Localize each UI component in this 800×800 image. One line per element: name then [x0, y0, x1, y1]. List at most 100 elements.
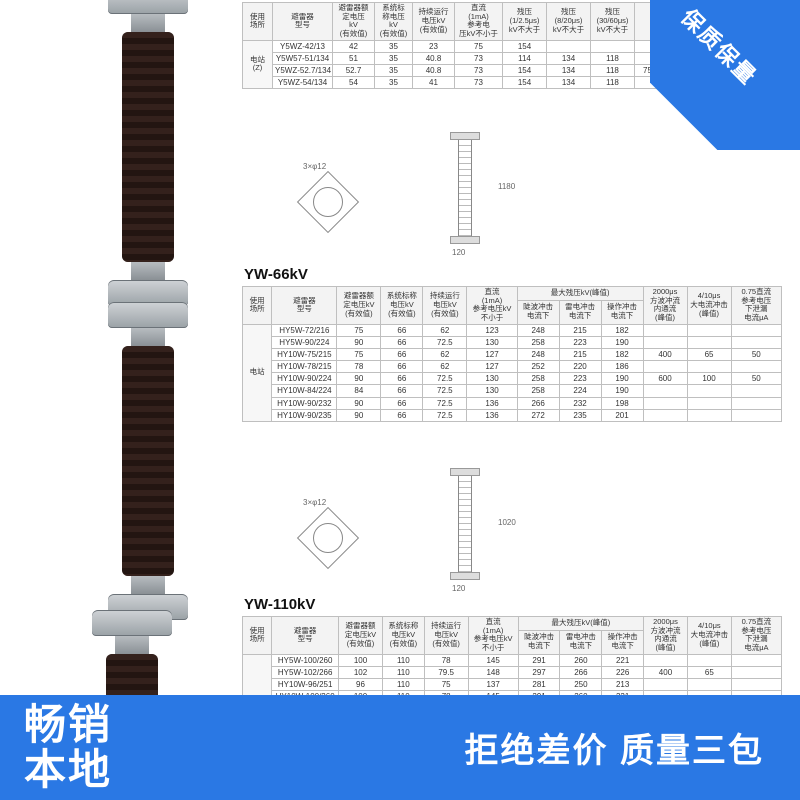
t2-r1c4: 130: [467, 336, 517, 348]
t2-r7c3: 72.5: [423, 409, 467, 421]
content-area: 使用场所避雷器型号避雷器额定电压kV(有效值)系统标称电压kV(有效值)持续运行…: [0, 0, 800, 800]
t2-h-grp: 最大残压kV(峰值): [517, 287, 643, 301]
t3-r0c10: [731, 654, 781, 666]
t1-r3c3: 41: [413, 77, 455, 89]
t2-r3c4: 127: [467, 361, 517, 373]
t1-r3c6: 134: [547, 77, 591, 89]
banner-right: 拒绝差价 质量三包: [465, 723, 764, 772]
t3-h9: 2000μs方波冲流内通流(峰值): [644, 617, 688, 655]
t2-h11: 0.75直流参考电压下泄漏电流μA: [731, 287, 781, 325]
t1-h10: [661, 3, 687, 41]
t2-r1c8: [643, 336, 687, 348]
section3-title: YW-110kV: [244, 596, 315, 613]
t2-r3c8: [643, 361, 687, 373]
t2-h2: 避雷器额定电压kV(有效值): [337, 287, 381, 325]
t1-r0c8: [635, 40, 661, 52]
t1-r0c5: 154: [503, 40, 547, 52]
t2-h4: 持续运行电压kV(有效值): [423, 287, 467, 325]
t1-r2c8: 75: [635, 64, 661, 76]
t1-r3c2: 35: [375, 77, 413, 89]
t2-r7c2: 66: [381, 409, 423, 421]
t2-r1c2: 66: [381, 336, 423, 348]
t2-r2c2: 66: [381, 348, 423, 360]
t2-r5c2: 66: [381, 385, 423, 397]
t3-h0: 使用场所: [243, 617, 272, 655]
t2-r0c6: 215: [559, 324, 601, 336]
t2-r3c6: 220: [559, 361, 601, 373]
t1-r2c7: 118: [591, 64, 635, 76]
t2-r4c7: 190: [601, 373, 643, 385]
t1-r0c7: [591, 40, 635, 52]
t2-r3c9: [687, 361, 731, 373]
t2-r3c7: 186: [601, 361, 643, 373]
t2-r2c7: 182: [601, 348, 643, 360]
page-root: 使用场所避雷器型号避雷器额定电压kV(有效值)系统标称电压kV(有效值)持续运行…: [0, 0, 800, 800]
t1-r0c3: 23: [413, 40, 455, 52]
t1-r1c10: [687, 52, 713, 64]
t3-r0c4: 145: [468, 654, 518, 666]
t3-r2c1: 96: [339, 678, 383, 690]
t3-r2c2: 110: [382, 678, 424, 690]
t1-r2c1: 52.7: [333, 64, 375, 76]
t3-r0c7: 221: [602, 654, 644, 666]
t2-r7c8: [643, 409, 687, 421]
t2-r7c10: [731, 409, 781, 421]
t2-r4c8: 600: [643, 373, 687, 385]
t3-r0c5: 291: [518, 654, 560, 666]
t3-r0c2: 110: [382, 654, 424, 666]
section2-title: YW-66kV: [244, 266, 308, 283]
t1-r2c3: 40.8: [413, 64, 455, 76]
t2-r3c5: 252: [517, 361, 559, 373]
t1-r3c5: 154: [503, 77, 547, 89]
t2-rowlabel: 电站: [243, 324, 272, 422]
t2-r2c9: 65: [687, 348, 731, 360]
t1-rowlabel: 电站(Z): [243, 40, 273, 89]
t2-r6c6: 232: [559, 397, 601, 409]
t1-r2c2: 35: [375, 64, 413, 76]
t3-r2c10: [731, 678, 781, 690]
t2-r5c7: 190: [601, 385, 643, 397]
t3-h11: 0.75直流参考电压下泄漏电流μA: [731, 617, 781, 655]
t1-r0c4: 75: [455, 40, 503, 52]
dimension-diagram-2: 3×φ12 1020 120: [300, 468, 600, 588]
t2-r3c3: 62: [423, 361, 467, 373]
t1-h11: [687, 3, 713, 41]
t1-r1c6: 134: [547, 52, 591, 64]
t1-h8: 残压(30/60μs)kV不大于: [591, 3, 635, 41]
spec-table-2: 使用场所避雷器型号避雷器额定电压kV(有效值)系统标称电压kV(有效值)持续运行…: [242, 286, 782, 422]
bottom-banner: 畅销 本地 拒绝差价 质量三包: [0, 695, 800, 800]
t2-r2c5: 248: [517, 348, 559, 360]
t3-r1c7: 226: [602, 666, 644, 678]
t1-h3: 系统标称电压kV(有效值): [375, 3, 413, 41]
t3-r1c1: 102: [339, 666, 383, 678]
t2-r0c7: 182: [601, 324, 643, 336]
t2-h10: 4/10μs大电流冲击(峰值): [687, 287, 731, 325]
spec-table-3: 使用场所避雷器型号避雷器额定电压kV(有效值)系统标称电压kV(有效值)持续运行…: [242, 616, 782, 703]
t3-r1c6: 266: [560, 666, 602, 678]
t2-r5c10: [731, 385, 781, 397]
t2-r6c10: [731, 397, 781, 409]
t2-r1c9: [687, 336, 731, 348]
diagram2-height: 1020: [498, 518, 516, 527]
t1-r3c0: Y5WZ-54/134: [273, 77, 333, 89]
t3-r2c4: 137: [468, 678, 518, 690]
t2-r0c3: 62: [423, 324, 467, 336]
t2-r7c4: 136: [467, 409, 517, 421]
t3-r1c8: 400: [644, 666, 688, 678]
t2-r7c7: 201: [601, 409, 643, 421]
t2-r0c2: 66: [381, 324, 423, 336]
t1-h0: 使用场所: [243, 3, 273, 41]
t1-r3c9: [661, 77, 687, 89]
t2-r7c0: HY10W-90/235: [272, 409, 337, 421]
t2-r5c6: 224: [559, 385, 601, 397]
t1-r2c9: 40: [661, 64, 687, 76]
t3-r2c7: 213: [602, 678, 644, 690]
t2-r4c0: HY10W-90/224: [272, 373, 337, 385]
t3-r0c9: [687, 654, 731, 666]
t2-r1c5: 258: [517, 336, 559, 348]
t2-h0: 使用场所: [243, 287, 272, 325]
t2-r2c0: HY10W-75/215: [272, 348, 337, 360]
t2-r0c0: HY5W-72/216: [272, 324, 337, 336]
diagram1-flange-note: 3×φ12: [303, 162, 326, 171]
t2-r5c3: 72.5: [423, 385, 467, 397]
